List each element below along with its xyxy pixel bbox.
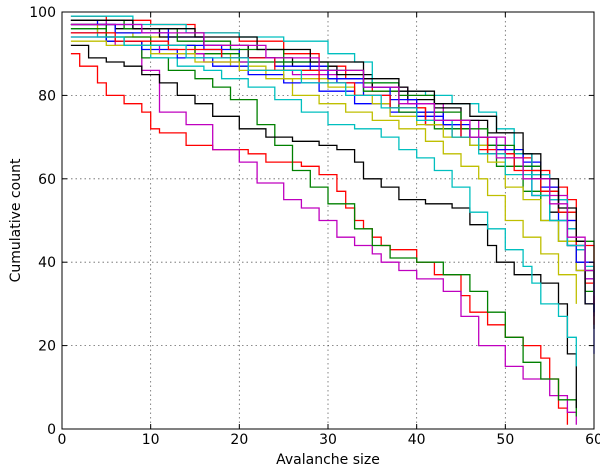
y-tick-label: 100 [29,5,56,21]
y-tick-label: 0 [47,422,56,438]
y-tick-label: 80 [38,88,56,104]
series-group [70,15,595,425]
series-line-14 [70,40,595,304]
y-tick-label: 60 [38,172,56,188]
x-tick-label: 10 [142,432,160,448]
series-line-2 [70,19,577,425]
x-tick-label: 20 [230,432,248,448]
x-axis-label: Avalanche size [276,452,380,468]
x-tick-label: 0 [58,432,67,448]
series-line-15 [70,23,595,313]
series-line-13 [70,15,595,288]
series-line-1 [70,53,569,425]
series-line-3 [70,23,577,417]
series-line-4 [70,44,577,409]
series-line-18 [70,19,595,304]
y-tick-label: 20 [38,339,56,355]
x-tick-label: 60 [585,432,600,448]
x-tick-label: 40 [408,432,426,448]
series-line-20 [70,23,595,304]
tick-labels: 0 10 20 30 40 50 60 0 20 40 60 80 100 [29,5,600,448]
x-tick-label: 50 [496,432,514,448]
x-tick-label: 30 [319,432,337,448]
y-tick-label: 40 [38,255,56,271]
ticks [61,11,595,430]
y-axis-label: Cumulative count [8,158,24,282]
series-line-5 [70,28,577,367]
